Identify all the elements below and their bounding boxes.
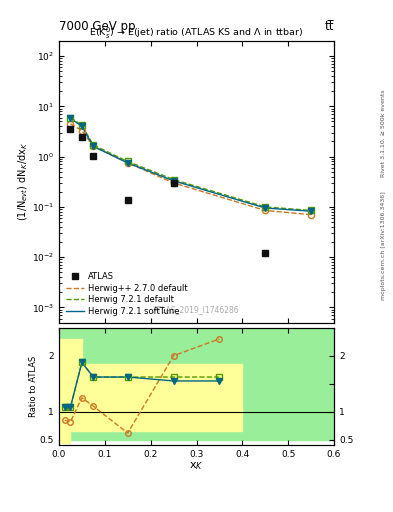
ATLAS [68,126,73,132]
Title: E(K$_s^0$) → E(jet) ratio (ATLAS KS and Λ in ttbar): E(K$_s^0$) → E(jet) ratio (ATLAS KS and … [90,26,303,41]
Herwig 7.2.1 softTune [263,205,268,211]
Herwig++ 2.7.0 default [79,127,84,134]
Herwig 7.2.1 softTune [125,160,130,166]
Herwig 7.2.1 softTune [79,123,84,130]
Herwig 7.2.1 default [263,204,268,210]
Line: Herwig++ 2.7.0 default: Herwig++ 2.7.0 default [70,124,311,215]
Legend: ATLAS, Herwig++ 2.7.0 default, Herwig 7.2.1 default, Herwig 7.2.1 softTune: ATLAS, Herwig++ 2.7.0 default, Herwig 7.… [63,270,190,318]
ATLAS [91,153,96,159]
Herwig++ 2.7.0 default [91,143,96,150]
Line: Herwig 7.2.1 default: Herwig 7.2.1 default [70,118,311,210]
Herwig++ 2.7.0 default [263,207,268,214]
Herwig++ 2.7.0 default [309,211,314,218]
Text: tt̅: tt̅ [325,20,334,33]
Herwig++ 2.7.0 default [125,160,130,166]
Y-axis label: Ratio to ATLAS: Ratio to ATLAS [29,356,39,417]
Herwig 7.2.1 default [125,158,130,164]
X-axis label: x$_K$: x$_K$ [189,461,204,473]
ATLAS [79,134,84,140]
Herwig 7.2.1 softTune [91,143,96,150]
Herwig 7.2.1 softTune [309,208,314,215]
Line: ATLAS: ATLAS [67,126,314,346]
Text: ATLAS_2019_I1746286: ATLAS_2019_I1746286 [153,305,240,314]
Herwig 7.2.1 default [79,122,84,129]
Herwig++ 2.7.0 default [171,180,176,186]
Text: Rivet 3.1.10, ≥ 500k events: Rivet 3.1.10, ≥ 500k events [381,89,386,177]
Line: Herwig 7.2.1 softTune: Herwig 7.2.1 softTune [70,118,311,211]
Herwig 7.2.1 softTune [68,115,73,121]
Text: 7000 GeV pp: 7000 GeV pp [59,20,136,33]
Herwig 7.2.1 default [91,142,96,148]
ATLAS [171,180,176,186]
ATLAS [309,339,314,346]
Herwig++ 2.7.0 default [68,121,73,127]
Herwig 7.2.1 default [68,115,73,121]
ATLAS [263,250,268,256]
Herwig 7.2.1 default [171,177,176,183]
Text: mcplots.cern.ch [arXiv:1306.3436]: mcplots.cern.ch [arXiv:1306.3436] [381,191,386,300]
Herwig 7.2.1 default [309,207,314,214]
Y-axis label: (1/N$_{evt}$) dN$_K$/dx$_K$: (1/N$_{evt}$) dN$_K$/dx$_K$ [17,142,30,222]
Herwig 7.2.1 softTune [171,178,176,184]
ATLAS [125,197,130,203]
